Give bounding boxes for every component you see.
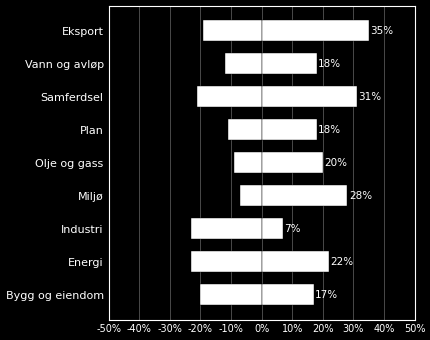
Text: 18%: 18%	[317, 58, 341, 69]
Bar	[200, 284, 261, 305]
Bar	[191, 218, 261, 239]
Text: 20%: 20%	[324, 157, 347, 168]
Bar	[261, 284, 313, 305]
Bar	[224, 53, 261, 74]
Text: -11%: -11%	[229, 124, 256, 135]
Bar	[261, 86, 356, 107]
Text: 22%: 22%	[330, 257, 353, 267]
Bar	[203, 20, 261, 41]
Text: 7%: 7%	[284, 224, 301, 234]
Text: 18%: 18%	[317, 124, 341, 135]
Text: 31%: 31%	[357, 91, 380, 102]
Bar	[261, 185, 347, 206]
Bar	[227, 119, 261, 140]
Bar	[197, 86, 261, 107]
Text: -19%: -19%	[205, 26, 231, 36]
Text: 35%: 35%	[369, 26, 393, 36]
Bar	[240, 185, 261, 206]
Text: 17%: 17%	[314, 290, 338, 300]
Text: -12%: -12%	[226, 58, 253, 69]
Bar	[191, 251, 261, 272]
Text: -7%: -7%	[241, 191, 261, 201]
Bar	[261, 53, 316, 74]
Text: -23%: -23%	[192, 224, 219, 234]
Bar	[261, 218, 283, 239]
Bar	[261, 119, 316, 140]
Text: -23%: -23%	[192, 257, 219, 267]
Bar	[261, 152, 322, 173]
Bar	[233, 152, 261, 173]
Bar	[261, 20, 368, 41]
Text: -9%: -9%	[235, 157, 255, 168]
Bar	[261, 251, 328, 272]
Text: 28%: 28%	[348, 191, 371, 201]
Text: -20%: -20%	[201, 290, 228, 300]
Text: -21%: -21%	[198, 91, 225, 102]
